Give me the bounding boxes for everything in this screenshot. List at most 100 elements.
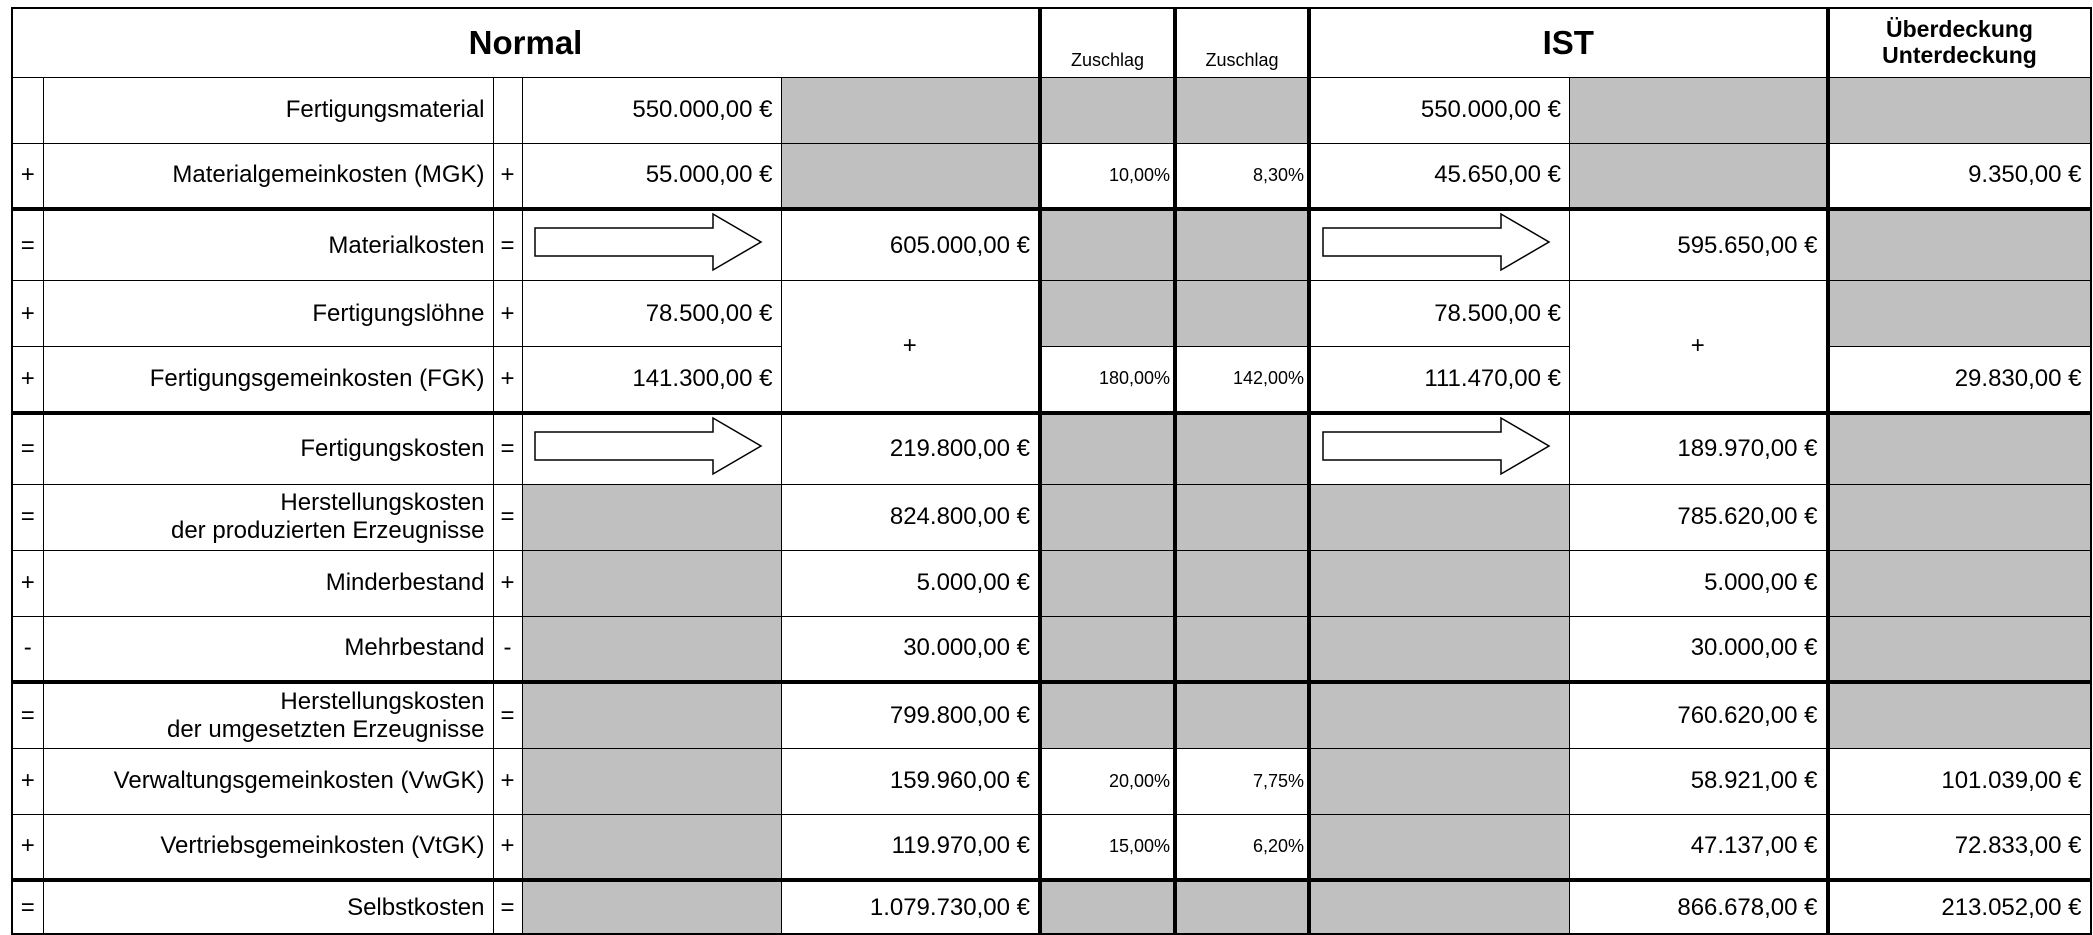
value-cell: 760.620,00 € bbox=[1569, 680, 1828, 749]
percent-cell: 15,00% bbox=[1038, 813, 1176, 881]
gray-cell bbox=[1173, 680, 1310, 749]
percent-cell: 142,00% bbox=[1173, 346, 1310, 413]
gray-cell bbox=[1038, 207, 1176, 281]
row: + Vertriebsgemeinkosten (VtGK) +119.970,00… bbox=[11, 813, 2091, 881]
row: = Herstellungskosten der produzierten Erz… bbox=[11, 483, 2091, 551]
row-label: Selbstkosten bbox=[42, 878, 494, 935]
row: + Fertigungslöhne +78.500,00 € +78.500,00 €… bbox=[11, 280, 2091, 413]
percent-cell: 7,75% bbox=[1173, 747, 1310, 815]
value-cell: 30.000,00 € bbox=[780, 615, 1041, 683]
gray-cell bbox=[1173, 280, 1310, 347]
operator: = bbox=[11, 483, 44, 551]
operator: + bbox=[11, 813, 44, 881]
arrow-cell bbox=[521, 410, 782, 485]
gray-cell bbox=[1569, 76, 1828, 144]
value-cell: 605.000,00 € bbox=[780, 207, 1041, 281]
operator: - bbox=[492, 615, 523, 683]
row: + Materialgemeinkosten (MGK) +55.000,00 € 1… bbox=[11, 142, 2091, 210]
operator: + bbox=[11, 280, 44, 347]
operator: + bbox=[492, 142, 523, 210]
row-label: Materialgemeinkosten (MGK) bbox=[42, 142, 494, 210]
row-label: Herstellungskosten der produzierten Erze… bbox=[42, 483, 494, 551]
row-label: Fertigungslöhne bbox=[42, 280, 494, 347]
table-body: Normal Zuschlag Zuschlag IST Überdeckung… bbox=[11, 7, 2091, 935]
row-label: Materialkosten bbox=[42, 207, 494, 281]
value-cell: 72.833,00 € bbox=[1825, 813, 2091, 881]
row-label: Verwaltungsgemeinkosten (VwGK) bbox=[42, 747, 494, 815]
row: = Materialkosten = 605.000,00 € 595.650,00 € bbox=[11, 207, 2091, 281]
arrow bbox=[1322, 212, 1551, 272]
gray-cell bbox=[1825, 207, 2091, 281]
value-cell: 78.500,00 € bbox=[521, 280, 782, 347]
gray-cell bbox=[1038, 878, 1176, 935]
value-cell: 29.830,00 € bbox=[1825, 346, 2091, 413]
gray-cell bbox=[1038, 615, 1176, 683]
gray-cell bbox=[521, 747, 782, 815]
gray-cell bbox=[1038, 680, 1176, 749]
row: + Verwaltungsgemeinkosten (VwGK) +159.960,… bbox=[11, 747, 2091, 815]
operator: + bbox=[492, 280, 523, 347]
gray-cell bbox=[1825, 76, 2091, 144]
gray-cell bbox=[1173, 878, 1310, 935]
row-label: Mehrbestand bbox=[42, 615, 494, 683]
header-zuschlag-ist: Zuschlag bbox=[1173, 7, 1310, 78]
value-cell: 550.000,00 € bbox=[521, 76, 782, 144]
gray-cell bbox=[521, 680, 782, 749]
gray-cell bbox=[1825, 615, 2091, 683]
operator bbox=[492, 76, 523, 144]
gray-cell bbox=[1038, 76, 1176, 144]
operator: + bbox=[492, 549, 523, 617]
percent-cell: 10,00% bbox=[1038, 142, 1176, 210]
gray-cell bbox=[1825, 549, 2091, 617]
operator: + bbox=[492, 747, 523, 815]
row: + Fertigungsgemeinkosten (FGK) +141.300,00… bbox=[11, 346, 2091, 413]
gray-cell bbox=[1825, 410, 2091, 485]
operator: = bbox=[492, 878, 523, 935]
operator: + bbox=[11, 549, 44, 617]
gray-cell bbox=[1307, 549, 1570, 617]
operator: + bbox=[11, 346, 44, 413]
operator: = bbox=[492, 680, 523, 749]
operator: = bbox=[11, 680, 44, 749]
value-cell: 159.960,00 € bbox=[780, 747, 1041, 815]
operator bbox=[11, 76, 44, 144]
gray-cell bbox=[1825, 280, 2091, 347]
header-normal: Normal bbox=[11, 7, 1041, 78]
gray-cell bbox=[1038, 410, 1176, 485]
row: = Fertigungskosten = 219.800,00 € 189.970,00… bbox=[11, 410, 2091, 485]
percent-cell: 180,00% bbox=[1038, 346, 1176, 413]
operator: = bbox=[11, 410, 44, 485]
value-cell: 866.678,00 € bbox=[1569, 878, 1828, 935]
operator: + bbox=[11, 747, 44, 815]
row-label: Vertriebsgemeinkosten (VtGK) bbox=[42, 813, 494, 881]
operator: + bbox=[492, 813, 523, 881]
gray-cell bbox=[1173, 76, 1310, 144]
cost-sheet: Normal Zuschlag Zuschlag IST Überdeckung… bbox=[11, 7, 2092, 935]
gray-cell bbox=[1173, 615, 1310, 683]
operator: = bbox=[11, 207, 44, 281]
arrow-cell bbox=[1307, 410, 1570, 485]
value-cell: 30.000,00 € bbox=[1569, 615, 1828, 683]
header-row: Normal Zuschlag Zuschlag IST Überdeckung… bbox=[11, 7, 2091, 78]
header-ist: IST bbox=[1307, 7, 1828, 78]
gray-cell bbox=[1825, 483, 2091, 551]
value-cell: 78.500,00 € bbox=[1307, 280, 1570, 347]
gray-cell bbox=[1307, 878, 1570, 935]
gray-cell bbox=[1307, 813, 1570, 881]
value-cell: 189.970,00 € bbox=[1569, 410, 1828, 485]
operator: + bbox=[11, 142, 44, 210]
operator: = bbox=[11, 878, 44, 935]
value-cell: 119.970,00 € bbox=[780, 813, 1041, 881]
gray-cell bbox=[780, 142, 1041, 210]
value-cell: 550.000,00 € bbox=[1307, 76, 1570, 144]
percent-cell: 8,30% bbox=[1173, 142, 1310, 210]
value-cell: 1.079.730,00 € bbox=[780, 878, 1041, 935]
percent-cell: 6,20% bbox=[1173, 813, 1310, 881]
value-cell: 141.300,00 € bbox=[521, 346, 782, 413]
row-label: Herstellungskosten der umgesetzten Erzeu… bbox=[42, 680, 494, 749]
gray-cell bbox=[1569, 142, 1828, 210]
header-difference: Überdeckung Unterdeckung bbox=[1825, 7, 2091, 78]
value-cell: 5.000,00 € bbox=[780, 549, 1041, 617]
row-label: Minderbestand bbox=[42, 549, 494, 617]
